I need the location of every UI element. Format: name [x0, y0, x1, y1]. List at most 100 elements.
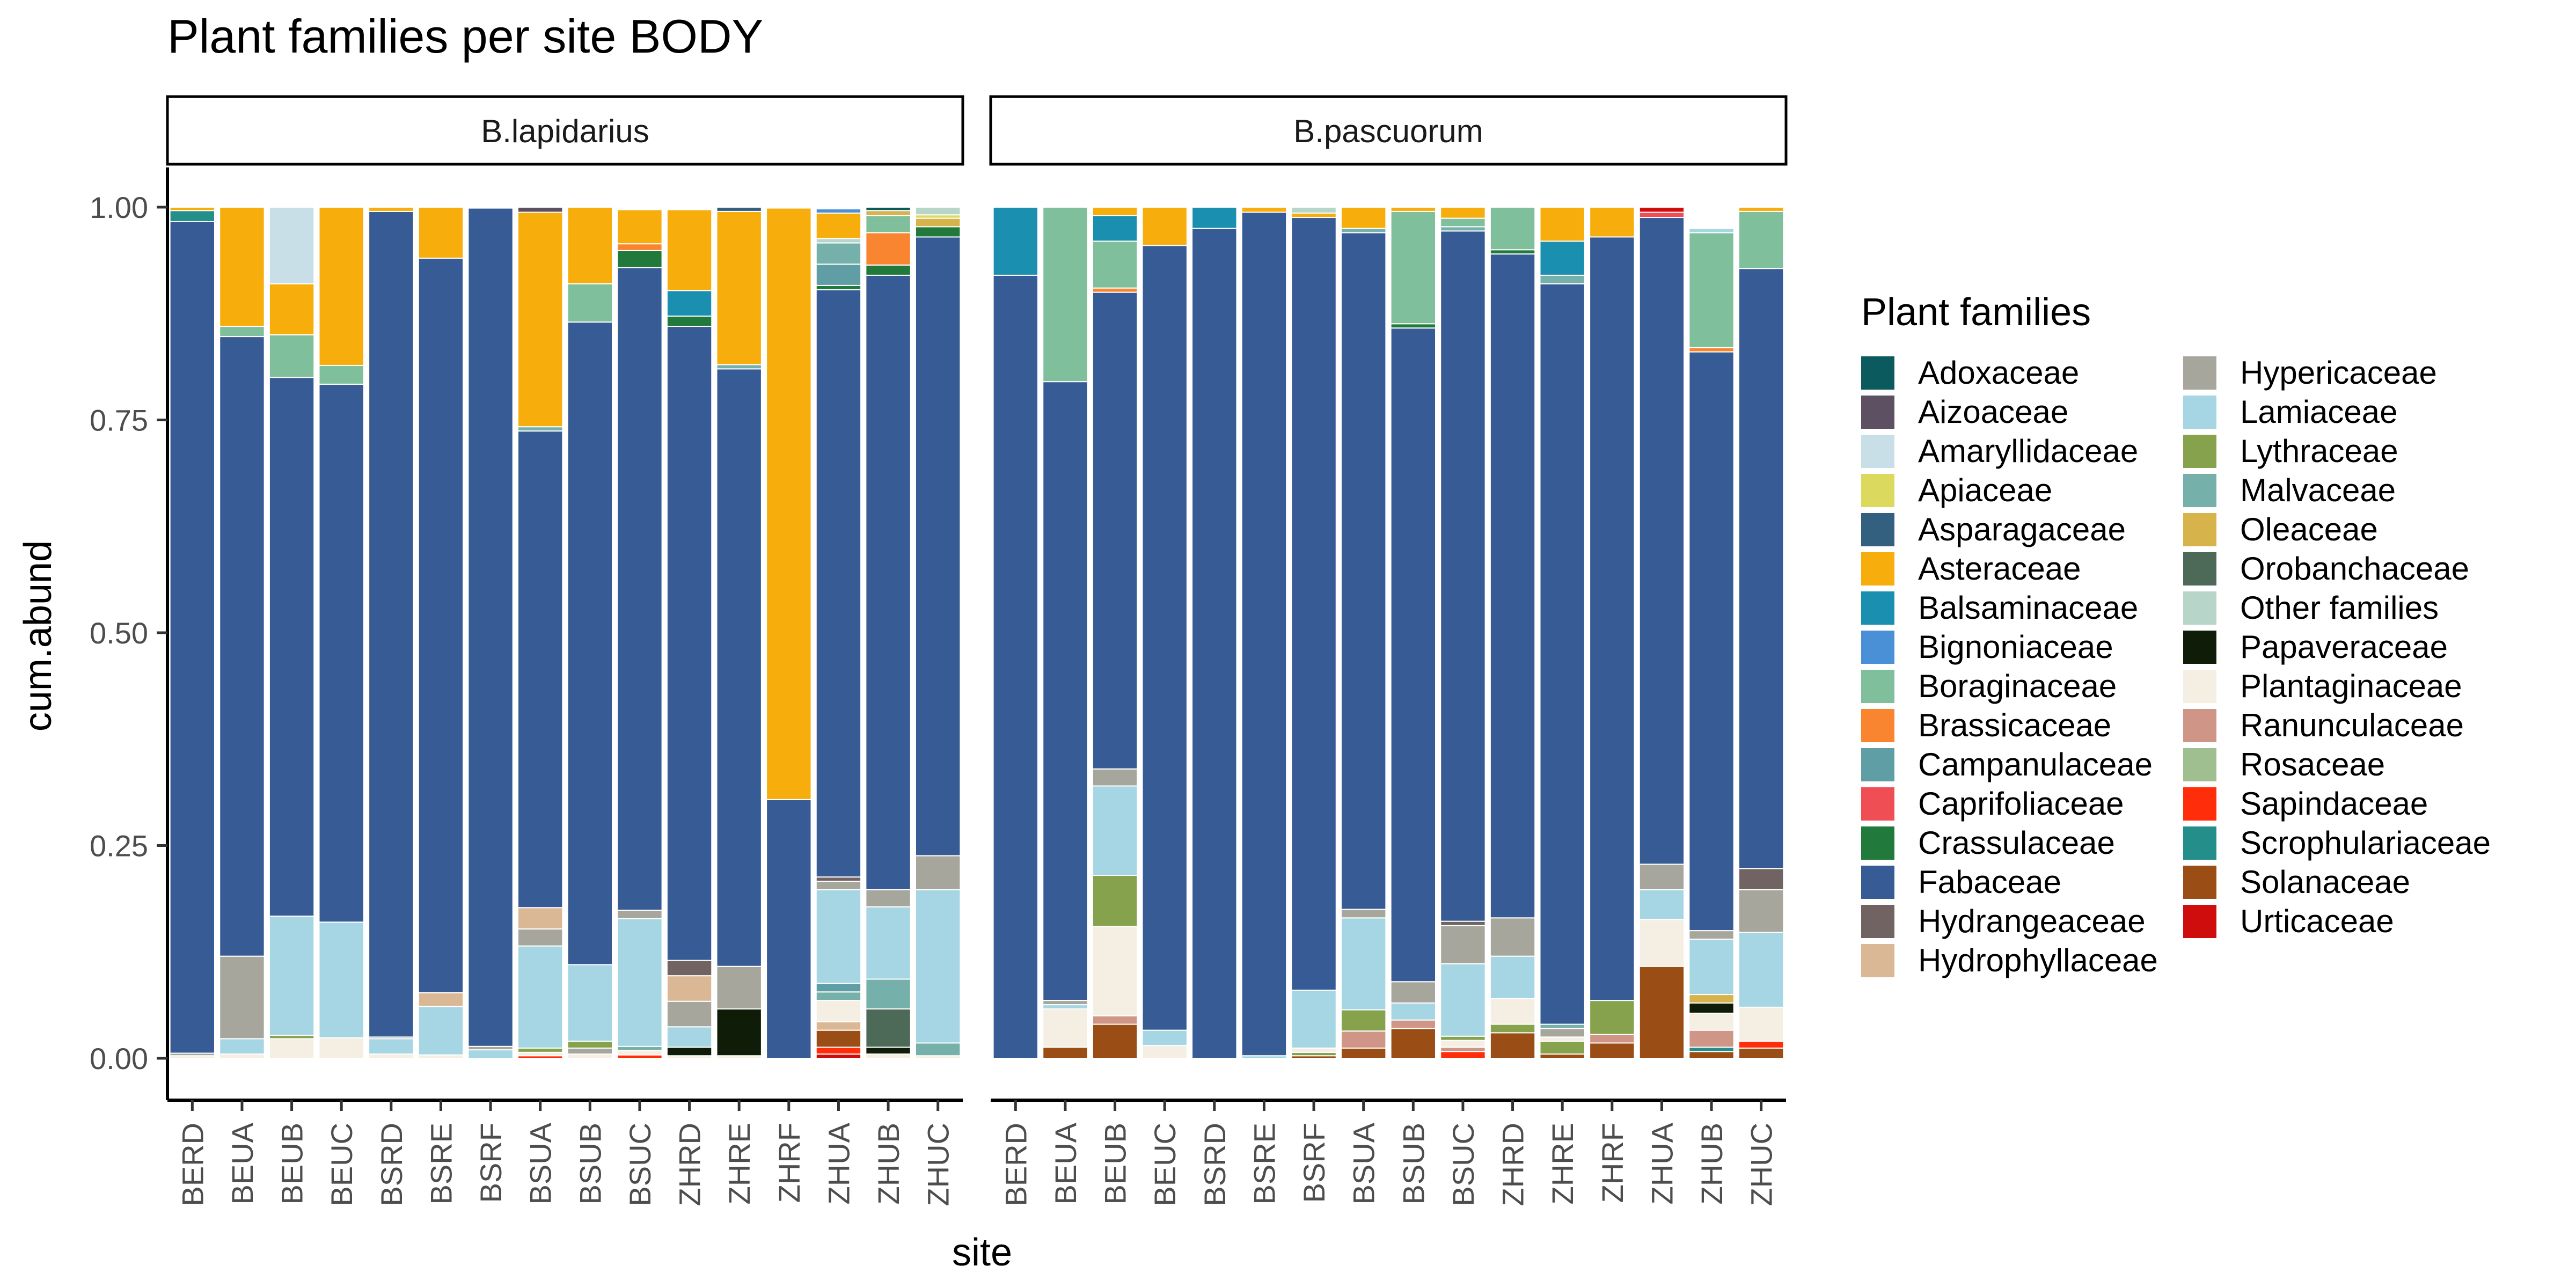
bar-segment	[1341, 909, 1387, 919]
x-tick-label: BSRF	[1297, 1123, 1331, 1203]
bar-segment	[1291, 207, 1337, 214]
bar-segment	[268, 1038, 315, 1059]
bar-segment	[617, 1045, 663, 1051]
bar-segment	[716, 207, 762, 212]
bar-segment	[815, 213, 862, 239]
bar-stack	[219, 207, 265, 1059]
legend-title: Plant families	[1861, 291, 2091, 334]
legend-item: Campanulaceae	[1861, 747, 2153, 782]
bar-segment	[1092, 875, 1138, 927]
legend-swatch	[1861, 787, 1894, 821]
legend-label: Bignoniaceae	[1918, 629, 2113, 665]
x-tick-label: ZHUC	[1745, 1123, 1779, 1206]
x-tick-label: ZHRD	[673, 1123, 707, 1206]
bar-stack	[268, 207, 315, 1059]
bar-segment	[1440, 217, 1486, 228]
bar-segment	[1341, 1047, 1387, 1059]
bar-segment	[517, 211, 564, 428]
bar-segment	[567, 964, 613, 1042]
bar-segment	[567, 283, 613, 323]
bar-segment	[1638, 965, 1685, 1059]
legend-swatch	[1861, 474, 1894, 507]
bar-segment	[268, 283, 315, 335]
bar-segment	[666, 316, 713, 327]
bar-segment	[1390, 323, 1436, 329]
bar-segment	[567, 321, 613, 965]
y-tick-label: 0.25	[90, 829, 148, 863]
bar-segment	[666, 975, 713, 1002]
bar-segment	[1341, 207, 1387, 229]
legend-item: Urticaceae	[2183, 903, 2394, 939]
bar-stack	[716, 207, 762, 1059]
bar-segment	[169, 210, 215, 222]
x-tick-label: BEUC	[1148, 1123, 1182, 1206]
bar-segment	[915, 207, 961, 216]
legend-label: Apiaceae	[1918, 472, 2052, 508]
bar-segment	[1539, 240, 1585, 276]
legend-swatch	[1861, 826, 1894, 860]
x-tick-label: BSRE	[424, 1123, 458, 1205]
bar-segment	[1092, 215, 1138, 242]
bar-segment	[865, 232, 911, 266]
bar-segment	[915, 855, 961, 890]
facet-panel: B.lapidarius BERD BEUA BEUB BEUC BSRD BSRE BSRF…	[166, 95, 964, 1206]
legend-item: Rosaceae	[2183, 747, 2385, 782]
bar-segment	[1390, 1002, 1436, 1021]
legend-label: Hydrophyllaceae	[1918, 942, 2158, 978]
legend-item: Caprifoliaceae	[1861, 786, 2124, 822]
legend-item: Other families	[2183, 590, 2439, 626]
bar-segment	[517, 907, 564, 930]
bar-stack	[368, 207, 414, 1059]
bar-segment	[219, 207, 265, 327]
x-tick-label: ZHUB	[1695, 1123, 1729, 1204]
x-tick-label: ZHRE	[722, 1123, 756, 1204]
legend-swatch	[2183, 826, 2216, 860]
legend-swatch	[1861, 631, 1894, 664]
bar-segment	[318, 207, 364, 366]
x-tick-label: BSUB	[573, 1123, 607, 1205]
bar-segment	[1042, 1004, 1088, 1010]
bar-segment	[368, 1053, 414, 1059]
bar-segment	[1241, 207, 1287, 213]
bar-segment	[567, 1041, 613, 1049]
bar-segment	[915, 889, 961, 1044]
bar-segment	[418, 1006, 464, 1056]
legend-swatch	[2183, 552, 2216, 586]
bar-segment	[1092, 207, 1138, 216]
bar-segment	[1291, 1047, 1337, 1053]
bar-segment	[268, 207, 315, 284]
bar-segment	[418, 207, 464, 259]
bar-segment	[1390, 1028, 1436, 1059]
bar-segment	[1688, 1051, 1735, 1059]
legend-item: Scrophulariaceae	[2183, 825, 2491, 861]
legend-item: Solanaceae	[2183, 864, 2410, 900]
bar-segment	[517, 945, 564, 1049]
bar-segment	[1589, 1034, 1635, 1044]
legend-item: Plantaginaceae	[2183, 668, 2462, 704]
legend-label: Boraginaceae	[1918, 668, 2117, 704]
bar-segment	[1291, 990, 1337, 1049]
bar-segment	[865, 1053, 911, 1059]
bar-segment	[467, 207, 514, 209]
bar-segment	[1688, 351, 1735, 932]
legend-label: Lythraceae	[2240, 433, 2398, 469]
bar-segment	[1440, 920, 1486, 926]
bar-segment	[815, 991, 862, 1001]
facet-panels: 0.00 0.25 0.50 0.75 1.00 B.lapidarius BERD BEUA…	[90, 95, 1788, 1206]
x-tick-label: ZHUC	[921, 1123, 955, 1206]
legend-item: Orobanchaceae	[2183, 551, 2469, 587]
bar-segment	[915, 1042, 961, 1057]
bar-segment	[1688, 1029, 1735, 1048]
legend-swatch	[2183, 356, 2216, 390]
legend-label: Lamiaceae	[2240, 394, 2398, 430]
bar-segment	[1688, 347, 1735, 353]
bar-segment	[517, 430, 564, 909]
x-tick-label: ZHUB	[872, 1123, 905, 1204]
x-tick-label: BEUA	[1049, 1122, 1082, 1204]
bar-segment	[318, 383, 364, 923]
bar-segment	[617, 250, 663, 268]
bar-segment	[219, 326, 265, 338]
bar-segment	[1291, 217, 1337, 991]
legend-label: Balsaminaceae	[1918, 590, 2138, 626]
bar-segment	[1688, 930, 1735, 940]
